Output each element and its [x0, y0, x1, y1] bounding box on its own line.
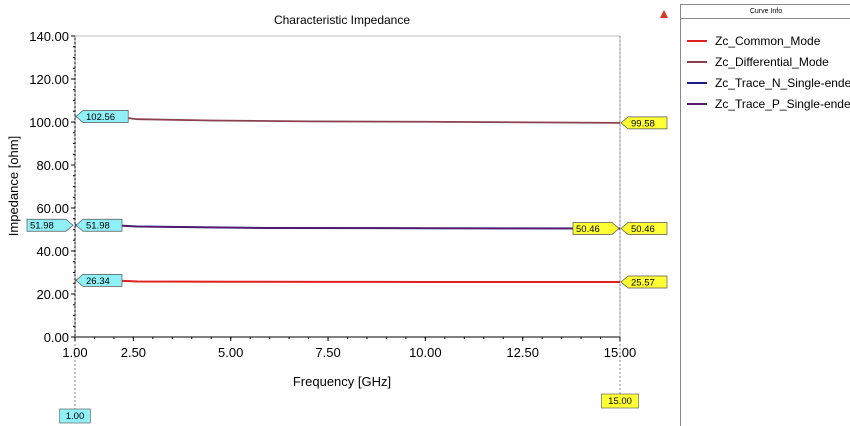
x-tick-label: 5.00 [218, 345, 243, 360]
legend-label: Zc_Trace_P_Single-ende [715, 96, 850, 111]
y-tick-label: 20.00 [36, 287, 69, 302]
end-inner-marker-1-label: 50.46 [576, 224, 600, 235]
y-tick-label: 100.00 [29, 115, 69, 130]
legend-header: Curve Info [681, 5, 850, 19]
y-axis-label: Impedance [ohm] [6, 136, 21, 236]
x-cursor-end-label: 15.00 [608, 396, 632, 407]
legend-swatch [687, 60, 707, 63]
chart: Characteristic Impedance 1.00 2.50 5.00 7.5… [6, 13, 668, 424]
legend-label: Zc_Trace_N_Single-ende [714, 75, 850, 90]
left-axis-marker-box[interactable] [26, 218, 74, 232]
end-marker-2-label: 50.46 [631, 224, 655, 235]
y-tick-label: 0.00 [44, 330, 69, 345]
chart-title: Characteristic Impedance [274, 13, 410, 27]
legend-item[interactable]: Zc_Common_Mode [681, 30, 850, 51]
start-marker-2-box[interactable] [75, 218, 123, 232]
legend-item[interactable]: Zc_Differential_Mode [681, 51, 850, 72]
x-axis-label: Frequency [GHz] [293, 374, 391, 389]
legend-item[interactable]: Zc_Trace_N_Single-ende [681, 72, 850, 93]
warning-icon[interactable] [660, 10, 668, 18]
x-cursor-start-box[interactable] [59, 408, 91, 424]
series-line-2 [75, 115, 621, 124]
x-cursor-start-label: 1.00 [66, 411, 85, 422]
end-marker-3-box[interactable] [620, 275, 668, 289]
start-marker-2-label: 51.98 [86, 221, 110, 232]
y-tick-label: 140.00 [29, 29, 69, 44]
start-marker-1-label: 102.56 [86, 112, 115, 123]
y-tick-label: 120.00 [29, 72, 69, 87]
legend-item[interactable]: Zc_Trace_P_Single-ende [681, 93, 850, 114]
legend: Curve Info Zc_Common_Mode Zc_Differential… [680, 4, 850, 426]
end-marker-1-box[interactable] [620, 116, 668, 130]
x-tick-label: 7.50 [315, 345, 340, 360]
x-tick-label: 1.00 [62, 345, 87, 360]
start-marker-3-label: 26.34 [86, 276, 110, 287]
start-marker-1-box[interactable] [75, 110, 129, 123]
start-marker-3-box[interactable] [75, 274, 123, 287]
x-tick-label: 15.00 [604, 345, 637, 360]
left-axis-marker-label: 51.98 [30, 221, 54, 232]
legend-swatch [687, 81, 707, 84]
y-tick-label: 40.00 [36, 244, 69, 259]
x-tick-label: 2.50 [121, 345, 146, 360]
legend-swatch [687, 102, 707, 105]
x-cursor-end-box[interactable] [601, 393, 639, 409]
end-inner-marker-1-box[interactable] [572, 222, 620, 235]
series-line-1 [75, 279, 621, 284]
legend-label: Zc_Common_Mode [715, 33, 821, 48]
x-tick-label: 12.50 [506, 345, 539, 360]
legend-label: Zc_Differential_Mode [715, 54, 829, 69]
legend-swatch [687, 39, 707, 42]
end-marker-3-label: 25.57 [631, 278, 655, 289]
y-tick-label: 80.00 [36, 158, 69, 173]
y-tick-label: 60.00 [36, 201, 69, 216]
end-marker-2-box[interactable] [620, 222, 668, 235]
x-tick-label: 10.00 [409, 345, 442, 360]
end-marker-1-label: 99.58 [631, 118, 655, 129]
